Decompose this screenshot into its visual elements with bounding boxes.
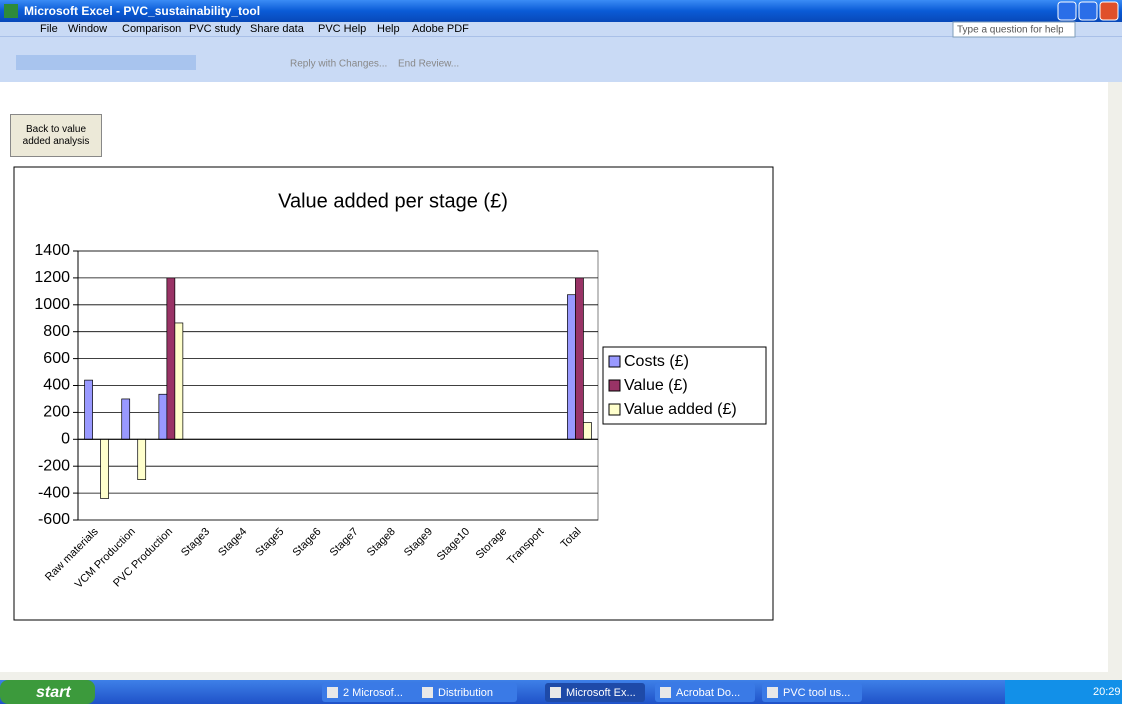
toolbar-icons bbox=[16, 55, 196, 70]
y-tick-label: -200 bbox=[38, 457, 70, 474]
taskbar-item[interactable] bbox=[545, 683, 645, 702]
taskbar-icon bbox=[767, 687, 778, 698]
y-tick-label: 1400 bbox=[34, 242, 70, 259]
back-button[interactable]: Back to value added analysis bbox=[10, 114, 102, 157]
bar bbox=[166, 277, 176, 440]
h-scrollbar[interactable] bbox=[0, 672, 1122, 682]
legend-label: Costs (£) bbox=[624, 353, 689, 370]
bar bbox=[583, 422, 592, 440]
bar bbox=[121, 398, 131, 440]
v-scrollbar[interactable] bbox=[1108, 82, 1122, 672]
help-text: Type a question for help bbox=[957, 25, 1064, 36]
taskbar-icon bbox=[550, 687, 561, 698]
start-label: start bbox=[36, 684, 71, 701]
y-tick-label: 400 bbox=[43, 377, 70, 394]
bar bbox=[84, 379, 93, 440]
taskbar-label: Acrobat Do... bbox=[676, 687, 740, 699]
menu-item[interactable]: Window bbox=[68, 23, 107, 35]
close-button[interactable] bbox=[1099, 1, 1119, 21]
chart-title: Value added per stage (£) bbox=[278, 190, 508, 212]
y-tick-label: 1200 bbox=[34, 269, 70, 286]
minimize-button[interactable] bbox=[1057, 1, 1077, 21]
taskbar-item[interactable] bbox=[762, 683, 862, 702]
taskbar-icon bbox=[422, 687, 433, 698]
tray bbox=[1005, 680, 1122, 704]
legend-swatch bbox=[608, 379, 621, 392]
y-tick-label: 1000 bbox=[34, 296, 70, 313]
taskbar-item[interactable] bbox=[322, 683, 422, 702]
menu-item[interactable]: PVC Help bbox=[318, 23, 366, 35]
bar bbox=[174, 322, 184, 440]
clock: 20:29 bbox=[1093, 686, 1121, 698]
menu-item[interactable]: Comparison bbox=[122, 23, 181, 35]
taskbar-label: Distribution bbox=[438, 687, 493, 699]
y-tick-label: 800 bbox=[43, 323, 70, 340]
taskbar-item[interactable] bbox=[655, 683, 755, 702]
legend-label: Value added (£) bbox=[624, 401, 737, 418]
legend-label: Value (£) bbox=[624, 377, 688, 394]
taskbar-label: PVC tool us... bbox=[783, 687, 850, 699]
app-icon bbox=[4, 4, 18, 18]
legend-swatch bbox=[608, 403, 621, 416]
taskbar-label: 2 Microsof... bbox=[343, 687, 403, 699]
menu-item[interactable]: Adobe PDF bbox=[412, 23, 469, 35]
toolbar-button[interactable]: End Review... bbox=[398, 59, 459, 70]
separator bbox=[0, 36, 1122, 37]
toolbar-button[interactable]: Reply with Changes... bbox=[290, 59, 387, 70]
taskbar-icon bbox=[327, 687, 338, 698]
bar bbox=[567, 294, 576, 440]
bar bbox=[158, 393, 168, 440]
legend bbox=[602, 346, 767, 425]
title-bar bbox=[0, 0, 1122, 22]
menu-item[interactable]: Share data bbox=[250, 23, 305, 35]
y-tick-label: 600 bbox=[43, 350, 70, 367]
taskbar-item[interactable] bbox=[417, 683, 517, 702]
y-tick-label: 200 bbox=[43, 404, 70, 421]
command-area bbox=[0, 22, 1122, 82]
y-tick-label: 0 bbox=[61, 431, 70, 448]
bar bbox=[575, 277, 584, 440]
legend-swatch bbox=[608, 355, 621, 368]
menu-item[interactable]: Help bbox=[377, 23, 400, 35]
maximize-button[interactable] bbox=[1078, 1, 1098, 21]
window-title: Microsoft Excel - PVC_sustainability_too… bbox=[24, 4, 260, 18]
help-box[interactable] bbox=[952, 21, 1076, 38]
bar bbox=[100, 438, 109, 499]
bar bbox=[137, 438, 147, 480]
taskbar-icon bbox=[660, 687, 671, 698]
y-tick-label: -400 bbox=[38, 484, 70, 501]
toolbar bbox=[16, 79, 96, 82]
menu-item[interactable]: File bbox=[40, 23, 58, 35]
menu-item[interactable]: PVC study bbox=[189, 23, 241, 35]
start-button[interactable] bbox=[0, 680, 95, 704]
taskbar-label: Microsoft Ex... bbox=[566, 687, 636, 699]
y-tick-label: -600 bbox=[38, 511, 70, 528]
